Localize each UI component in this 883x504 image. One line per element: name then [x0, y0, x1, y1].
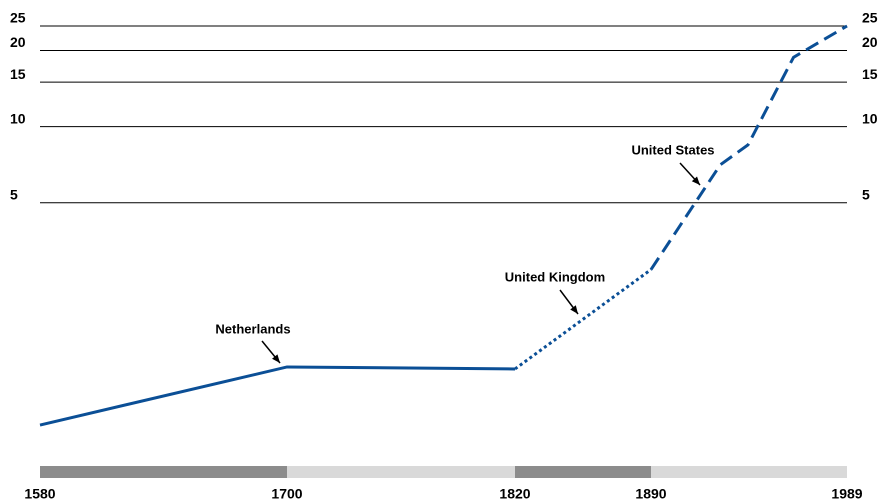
x-tick-label: 1580	[24, 486, 55, 502]
arrow-head	[691, 176, 700, 185]
arrow-head	[570, 305, 578, 314]
y-tick-label: 15	[10, 66, 26, 82]
arrow-head	[272, 354, 280, 363]
y-tick-label: 25	[10, 10, 26, 26]
x-tick-label: 1989	[831, 486, 862, 502]
y-tick-label-right: 25	[862, 10, 878, 26]
x-tick-label: 1820	[499, 486, 530, 502]
y-tick-label: 10	[10, 110, 26, 126]
period-band	[287, 466, 515, 478]
series-line	[514, 268, 652, 371]
series-label: United States	[631, 142, 714, 157]
period-band	[40, 466, 287, 478]
series-label: United Kingdom	[505, 269, 605, 284]
period-band	[515, 466, 651, 478]
y-tick-label: 5	[10, 186, 18, 202]
y-tick-label-right: 10	[862, 110, 878, 126]
period-band	[651, 466, 847, 478]
x-tick-label: 1890	[635, 486, 666, 502]
y-tick-label: 20	[10, 34, 26, 50]
series-line	[39, 365, 516, 427]
series-label: Netherlands	[215, 321, 290, 336]
series-line	[649, 24, 848, 271]
y-tick-label-right: 20	[862, 34, 878, 50]
x-tick-label: 1700	[271, 486, 302, 502]
y-tick-label-right: 5	[862, 186, 870, 202]
y-tick-label-right: 15	[862, 66, 878, 82]
